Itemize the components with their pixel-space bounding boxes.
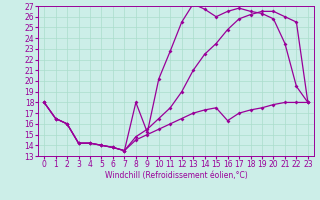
X-axis label: Windchill (Refroidissement éolien,°C): Windchill (Refroidissement éolien,°C): [105, 171, 247, 180]
